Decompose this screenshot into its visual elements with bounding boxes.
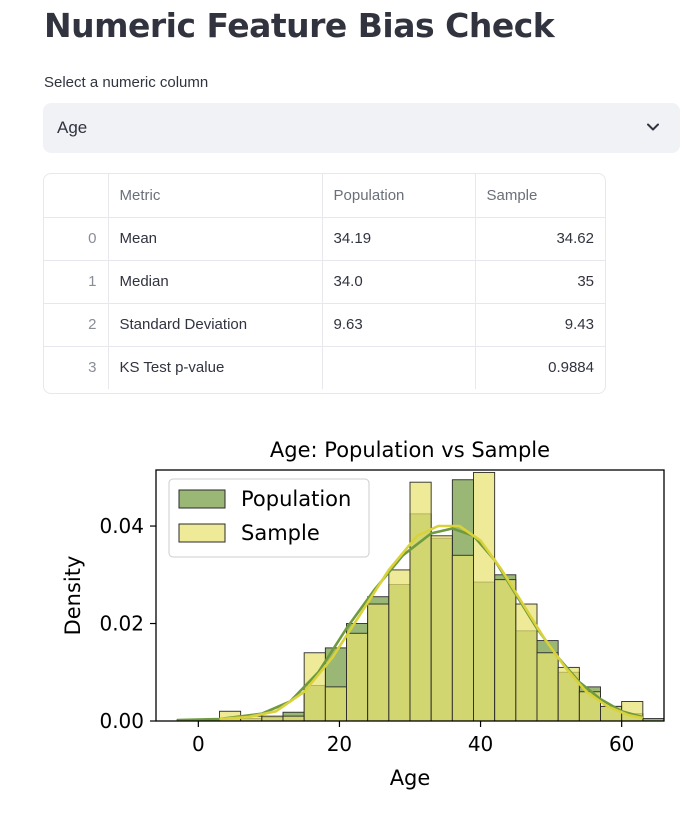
table-header-row: Metric Population Sample <box>44 174 605 218</box>
age-histogram-chart: 0 20 40 60 0.00 0.02 0.04 Age: Population vs Sa… <box>61 438 665 790</box>
bar-sample <box>282 715 305 722</box>
table-row: 2 Standard Deviation 9.63 9.43 <box>44 303 605 347</box>
y-tick-label: 0.04 <box>99 514 144 538</box>
cell-sample[interactable]: 34.62 <box>475 217 605 261</box>
y-axis-label: Density <box>61 556 85 636</box>
legend-swatch-sample <box>178 523 226 543</box>
y-tick-label: 0.00 <box>99 709 144 733</box>
row-index: 0 <box>44 217 109 261</box>
legend-label-population: Population <box>241 487 351 511</box>
cell-population[interactable]: 34.0 <box>322 260 476 304</box>
x-tick-label: 20 <box>327 732 352 756</box>
cell-metric[interactable]: Median <box>108 260 323 304</box>
bar-sample <box>367 603 390 722</box>
column-header-metric[interactable]: Metric <box>108 174 323 218</box>
chevron-down-icon[interactable] <box>646 120 660 134</box>
bar-sample <box>451 554 474 722</box>
legend-swatch-population <box>178 489 226 509</box>
table-row: 0 Mean 34.19 34.62 <box>44 217 605 261</box>
bar-sample <box>346 632 369 722</box>
kde-line-sample <box>219 524 644 721</box>
cell-sample[interactable]: 0.9884 <box>548 359 594 377</box>
column-select[interactable]: Age <box>43 103 680 153</box>
cell-sample[interactable]: 9.43 <box>475 303 605 347</box>
legend-label-sample: Sample <box>241 521 320 545</box>
select-value: Age <box>57 118 88 137</box>
x-tick-label: 60 <box>609 732 634 756</box>
y-tick-label: 0.02 <box>99 612 144 636</box>
cell-metric[interactable]: Mean <box>108 217 323 261</box>
cell-population[interactable]: 34.19 <box>322 217 476 261</box>
column-header-index[interactable] <box>44 174 109 218</box>
plot-frame <box>155 469 665 722</box>
x-tick-label: 0 <box>192 732 205 756</box>
cell-population[interactable]: 9.63 <box>322 303 476 347</box>
page-title: Numeric Feature Bias Check <box>44 6 555 45</box>
column-header-population[interactable]: Population <box>322 174 476 218</box>
cell-metric[interactable]: Standard Deviation <box>108 303 323 347</box>
stats-table: Metric Population Sample 0 Mean 34.19 34… <box>43 173 606 394</box>
table-row: 3 KS Test p-value 0.9884 <box>44 346 605 389</box>
bar-sample <box>324 686 347 722</box>
select-label: Select a numeric column <box>44 74 209 91</box>
bar-sample <box>261 715 284 722</box>
table-row: 1 Median 34.0 35 <box>44 260 605 304</box>
x-axis-label: Age <box>390 766 431 790</box>
row-index: 2 <box>44 303 109 347</box>
bar-sample <box>473 471 496 722</box>
cell-metric[interactable]: KS Test p-value <box>108 346 323 389</box>
bar-sample <box>388 569 411 722</box>
bar-sample <box>430 535 453 722</box>
bar-sample <box>494 579 517 722</box>
cell-sample[interactable]: 35 <box>475 260 605 304</box>
chart-title: Age: Population vs Sample <box>270 438 550 462</box>
bar-sample <box>557 666 580 722</box>
bar-sample <box>409 481 432 722</box>
cell-population[interactable] <box>322 346 476 389</box>
row-index: 1 <box>44 260 109 304</box>
row-index: 3 <box>44 346 109 389</box>
bar-sample <box>536 652 559 722</box>
column-header-sample[interactable]: Sample <box>475 174 605 218</box>
x-tick-label: 40 <box>468 732 493 756</box>
